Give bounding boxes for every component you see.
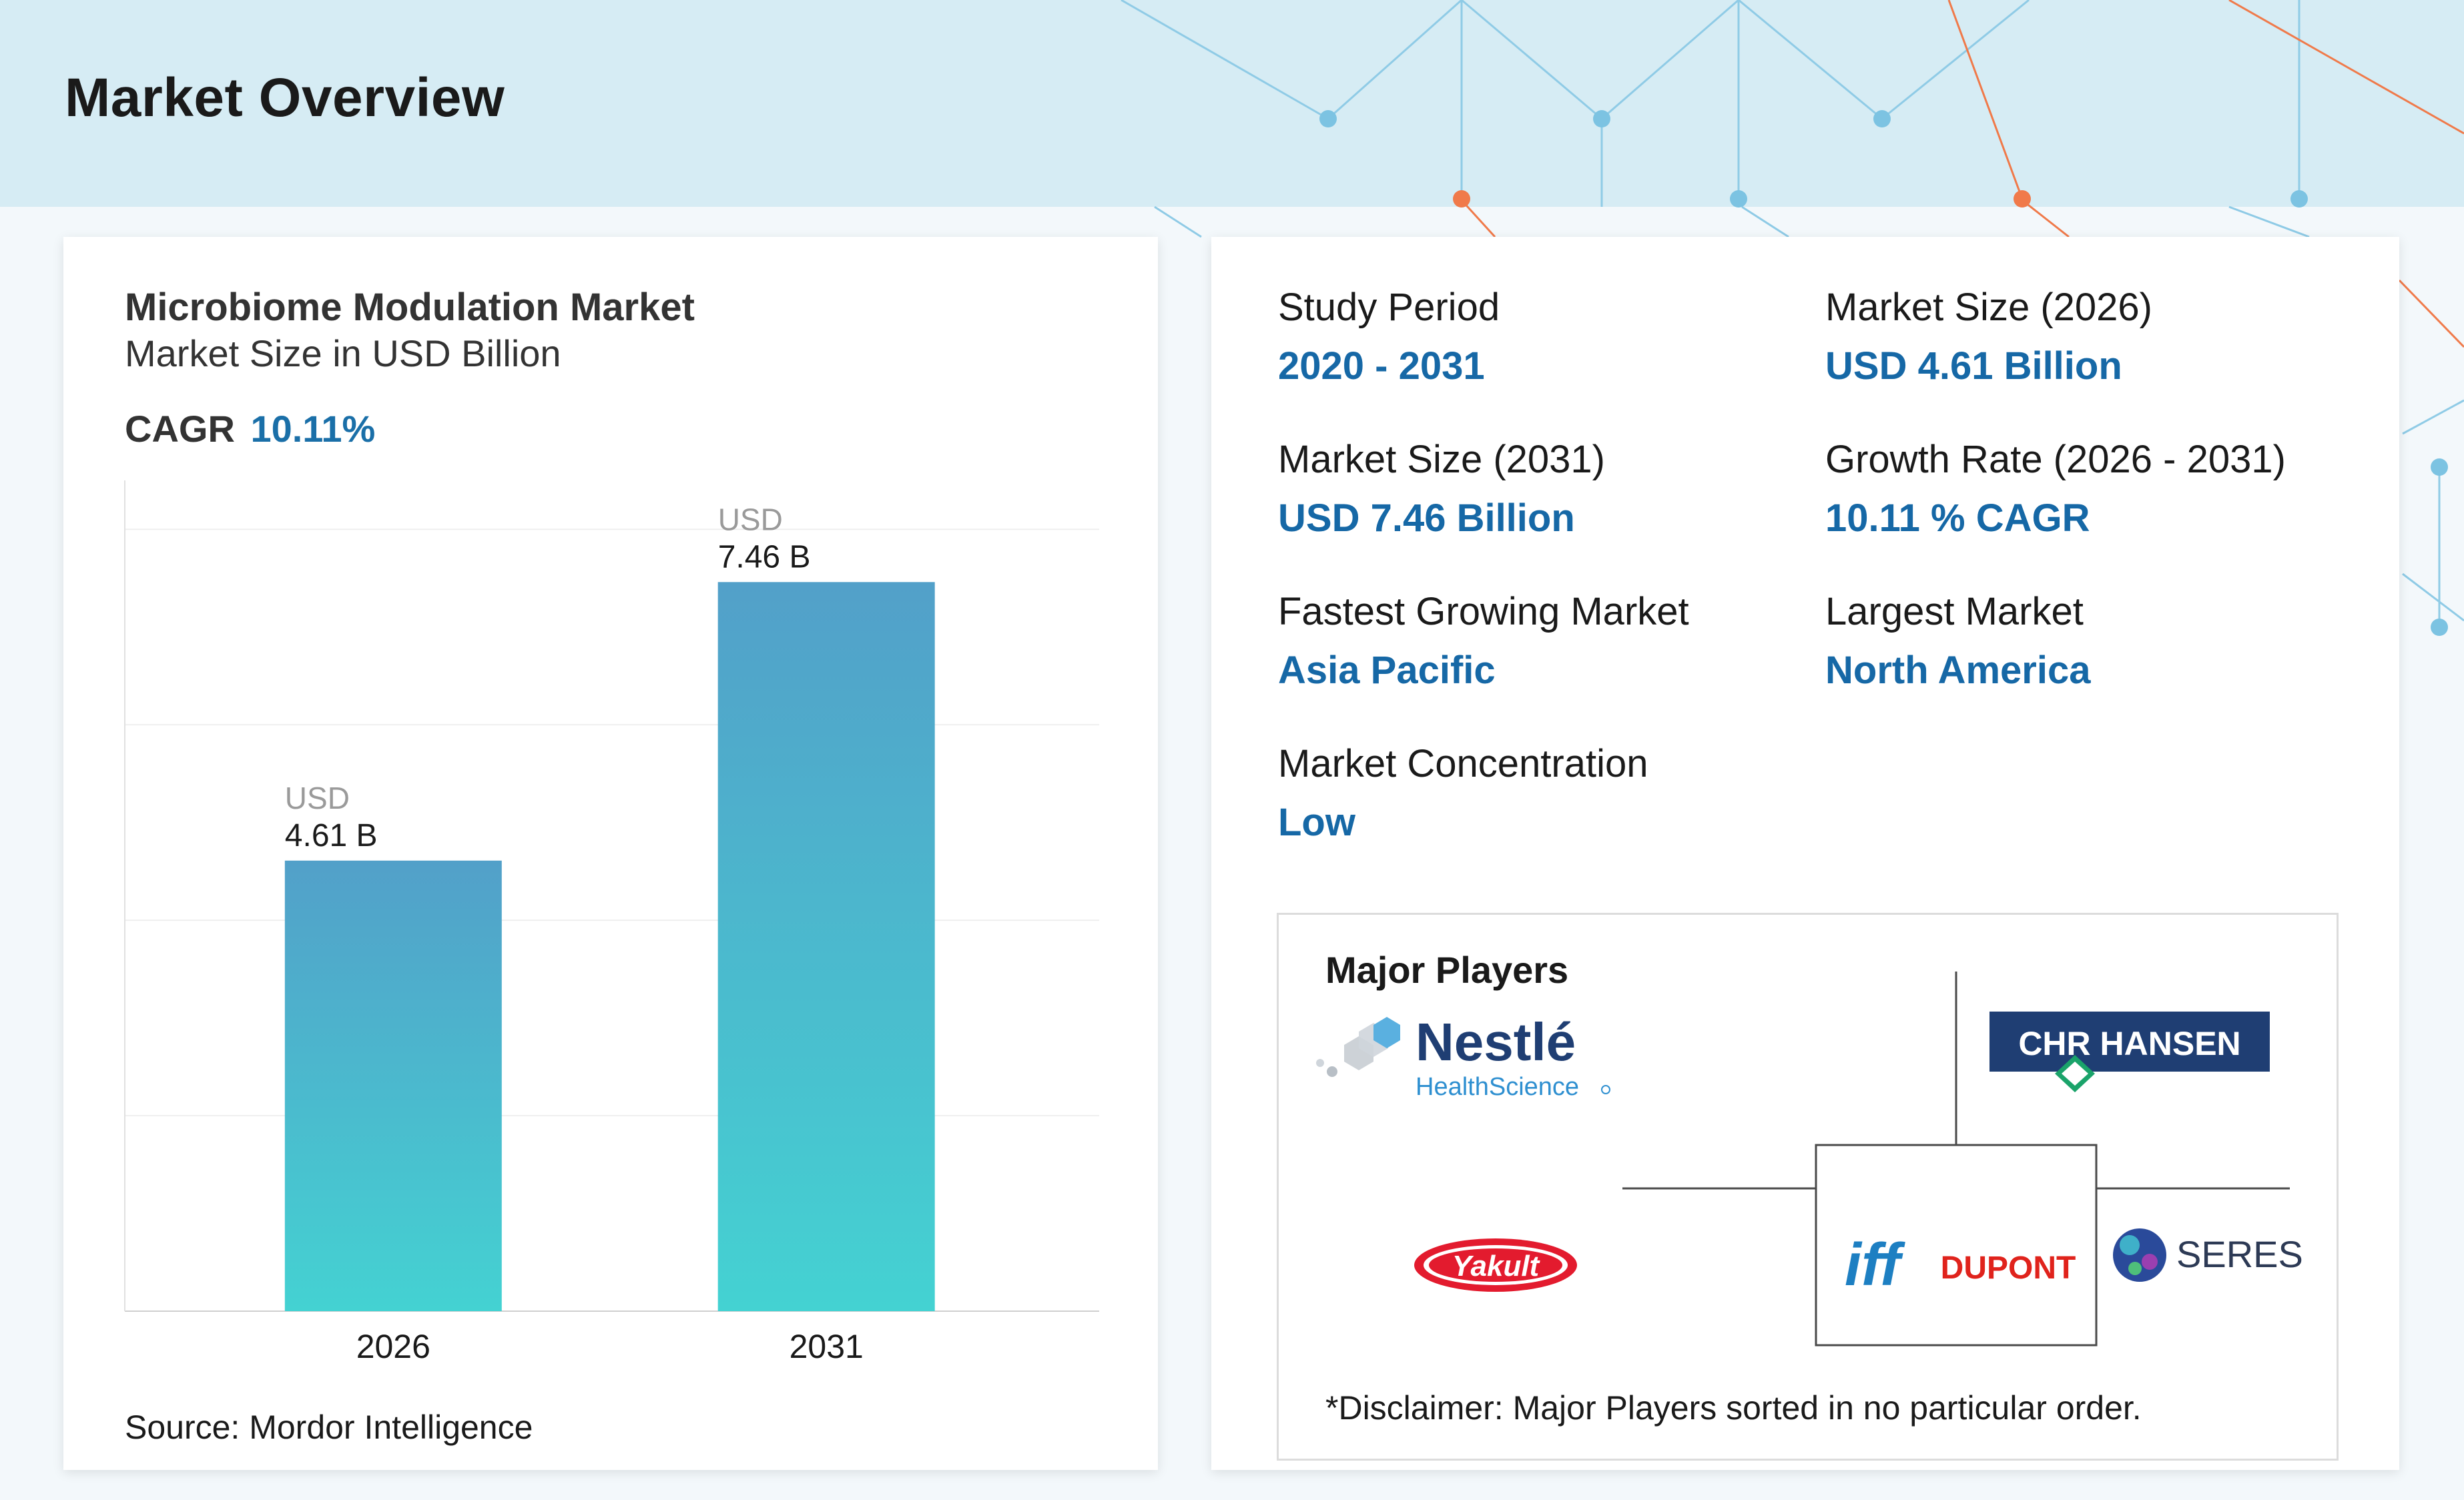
- x-tick-label: 2026: [356, 1328, 430, 1365]
- stat-growth-rate-value: 10.11 % CAGR: [1825, 496, 2090, 540]
- svg-text:Yakult: Yakult: [1452, 1250, 1541, 1282]
- major-players-box: Major Players Nestlé HealthScience: [1277, 913, 2339, 1461]
- stat-fastest-growing-label: Fastest Growing Market: [1278, 590, 1689, 633]
- data-label-prefix: USD: [285, 781, 350, 815]
- stat-fastest-growing-value: Asia Pacific: [1278, 649, 1496, 692]
- cagr-label: CAGR: [125, 408, 235, 450]
- stat-largest-market-value: North America: [1825, 649, 2091, 692]
- nestle-health-science-logo: Nestlé HealthScience: [1316, 1012, 1610, 1101]
- chr-hansen-logo: CHR HANSEN: [1989, 1012, 2270, 1092]
- svg-text:HealthScience: HealthScience: [1416, 1073, 1579, 1101]
- seres-logo: SERES: [2113, 1228, 2303, 1282]
- svg-text:iff: iff: [1845, 1232, 1905, 1298]
- stats-card: Study Period 2020 - 2031 Market Size (20…: [1211, 237, 2399, 1470]
- players-disclaimer: *Disclaimer: Major Players sorted in no …: [1325, 1389, 2142, 1427]
- page-title: Market Overview: [65, 67, 505, 128]
- stat-largest-market-label: Largest Market: [1825, 590, 2084, 633]
- major-players-title: Major Players: [1325, 949, 1569, 991]
- data-label-prefix: USD: [718, 502, 783, 536]
- stat-market-size-2031-value: USD 7.46 Billion: [1278, 496, 1575, 540]
- svg-text:Nestlé: Nestlé: [1416, 1012, 1576, 1072]
- stat-growth-rate-label: Growth Rate (2026 - 2031): [1825, 438, 2286, 481]
- chart-subtitle: Market Size in USD Billion: [125, 332, 561, 374]
- stat-market-size-2031-label: Market Size (2031): [1278, 438, 1605, 481]
- bar-2026: [284, 860, 502, 1311]
- stat-study-period-label: Study Period: [1278, 286, 1500, 329]
- svg-text:DUPONT: DUPONT: [1941, 1250, 2076, 1286]
- x-tick-label: 2031: [790, 1328, 864, 1365]
- svg-text:CHR HANSEN: CHR HANSEN: [2018, 1025, 2240, 1062]
- iff-dupont-logo: iff DUPONT: [1845, 1232, 2076, 1298]
- cagr-value: 10.11%: [250, 408, 376, 450]
- data-label-value: 4.61 B: [285, 818, 378, 853]
- svg-text:SERES: SERES: [2176, 1233, 2303, 1275]
- chart-title: Microbiome Modulation Market: [125, 286, 695, 329]
- cagr-row: CAGR 10.11%: [125, 407, 375, 450]
- stat-concentration-label: Market Concentration: [1278, 742, 1648, 785]
- source-note: Source: Mordor Intelligence: [125, 1409, 533, 1446]
- stat-concentration-value: Low: [1278, 801, 1355, 844]
- yakult-logo: Yakult: [1414, 1238, 1577, 1292]
- stat-study-period-value: 2020 - 2031: [1278, 344, 1485, 388]
- stat-market-size-2026-value: USD 4.61 Billion: [1825, 344, 2122, 388]
- chart-card: Microbiome Modulation Market Market Size…: [63, 237, 1158, 1470]
- data-label-value: 7.46 B: [718, 539, 811, 575]
- stat-market-size-2026-label: Market Size (2026): [1825, 286, 2152, 329]
- bar-2031: [717, 582, 935, 1312]
- players-logo-grid: Nestlé HealthScience CHR HANSEN Yakult i…: [1316, 972, 2303, 1347]
